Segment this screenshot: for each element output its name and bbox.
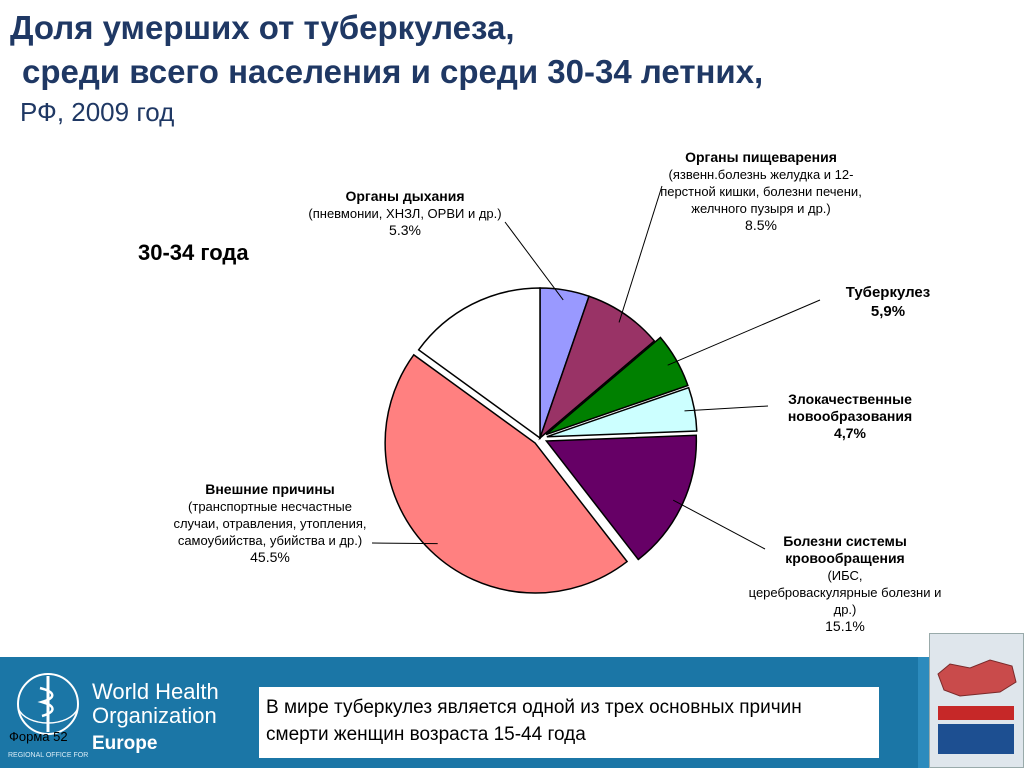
who-name: World Health Organization bbox=[92, 680, 219, 728]
who-name-line2: Organization bbox=[92, 703, 217, 728]
label-tuberculosis: Туберкулез 5,9% bbox=[818, 283, 958, 321]
label-respiratory-name: Органы дыхания bbox=[345, 188, 465, 204]
label-external-name: Внешние причины bbox=[205, 481, 335, 497]
note-box bbox=[259, 687, 879, 758]
pie-chart bbox=[371, 185, 821, 594]
label-circulatory: Болезни системы кровообращения (ИБС, цер… bbox=[745, 533, 945, 635]
leader-oncology bbox=[684, 405, 769, 412]
label-respiratory-detail: (пневмонии, ХНЗЛ, ОРВИ и др.) bbox=[308, 206, 502, 221]
slice-tuberculosis bbox=[545, 336, 689, 436]
page-title: Доля умерших от туберкулеза, bbox=[10, 9, 515, 46]
label-digestive-pct: 8.5% bbox=[745, 217, 777, 233]
label-external-detail: (транспортные несчастные случаи, отравле… bbox=[173, 499, 367, 548]
page-title-line2: среди всего населения и среди 30-34 летн… bbox=[22, 53, 764, 90]
russia-map-icon bbox=[930, 634, 1023, 767]
age-group-label: 30-34 года bbox=[138, 240, 249, 265]
label-external: Внешние причины (транспортные несчастные… bbox=[165, 481, 375, 566]
form-label: Форма 52 bbox=[9, 729, 68, 744]
label-circulatory-name: Болезни системы кровообращения bbox=[783, 533, 907, 566]
footer-note: В мире туберкулез является одной из трех… bbox=[266, 697, 802, 745]
label-external-pct: 45.5% bbox=[250, 549, 290, 565]
who-name-line1: World Health bbox=[92, 679, 219, 704]
label-oncology: Злокачественные новообразования 4,7% bbox=[765, 391, 935, 442]
slice-circulatory bbox=[544, 434, 698, 561]
who-region: Europe bbox=[92, 733, 158, 754]
slice-external bbox=[384, 353, 629, 594]
label-digestive: Органы пищеварения (язвенн.болезнь желуд… bbox=[656, 149, 866, 234]
leader-digestive bbox=[618, 185, 663, 323]
title-block: Доля умерших от туберкулеза, среди всего… bbox=[10, 6, 970, 130]
slice-other bbox=[417, 287, 541, 440]
label-circulatory-detail-inline: (ИБС, bbox=[827, 568, 863, 583]
slice-digestive bbox=[538, 295, 656, 441]
label-circulatory-pct: 15.1% bbox=[825, 618, 865, 634]
label-digestive-name: Органы пищеварения bbox=[685, 149, 837, 165]
label-tuberculosis-pct: 5,9% bbox=[870, 303, 906, 320]
label-digestive-detail: (язвенн.болезнь желудка и 12-перстной ки… bbox=[660, 167, 862, 216]
leader-external bbox=[371, 542, 438, 545]
label-oncology-pct: 4,7% bbox=[834, 425, 866, 441]
label-respiratory-pct: 5.3% bbox=[389, 222, 421, 238]
book-cover-image bbox=[929, 633, 1024, 768]
label-oncology-name: Злокачественные новообразования bbox=[787, 391, 913, 424]
label-tuberculosis-name: Туберкулез bbox=[845, 284, 931, 301]
leader-respiratory bbox=[504, 221, 564, 301]
leader-tuberculosis bbox=[667, 299, 821, 366]
page-subtitle: РФ, 2009 год bbox=[20, 97, 175, 127]
who-regional-label: REGIONAL OFFICE FOR bbox=[8, 752, 89, 759]
who-emblem-icon bbox=[17, 673, 79, 735]
label-respiratory: Органы дыхания (пневмонии, ХНЗЛ, ОРВИ и … bbox=[300, 188, 510, 239]
slice-oncology bbox=[546, 386, 698, 438]
leader-circulatory bbox=[672, 499, 766, 550]
label-circulatory-detail: цереброваскулярные болезни и др.) bbox=[748, 585, 942, 617]
